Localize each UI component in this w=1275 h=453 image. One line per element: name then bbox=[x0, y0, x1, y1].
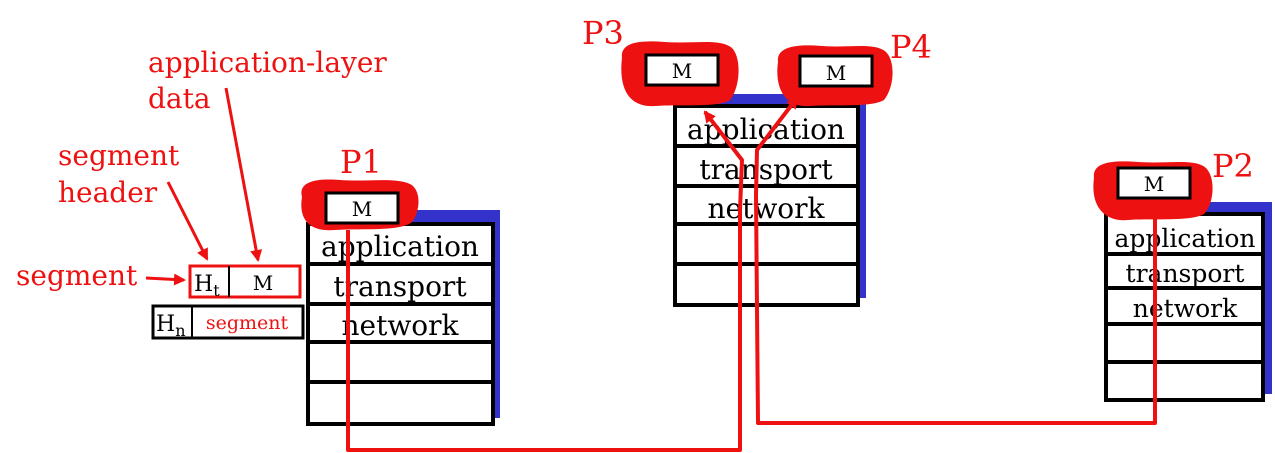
p3-message: M bbox=[672, 59, 692, 83]
annotations: application-layer data segment header se… bbox=[16, 46, 387, 292]
app-layer-data-label-line1: application-layer bbox=[148, 46, 387, 79]
socket-p4: M P4 bbox=[777, 28, 932, 107]
segment-label: segment bbox=[16, 259, 138, 292]
app-layer-data-label-line2: data bbox=[148, 82, 211, 115]
socket-p3: M P3 bbox=[582, 14, 739, 107]
p4-label: P4 bbox=[890, 28, 932, 66]
host-2-network-layer: network bbox=[1133, 294, 1238, 323]
host-1-stack: application transport network bbox=[306, 210, 500, 426]
host-3-stack: application transport network bbox=[673, 94, 866, 307]
host-1-stack-frame bbox=[306, 222, 495, 426]
host-3-network-layer: network bbox=[707, 192, 825, 225]
path-p1-to-p3 bbox=[346, 110, 744, 452]
host-1-network-layer: network bbox=[341, 309, 459, 342]
arrow-segment-header bbox=[166, 181, 209, 261]
p3-message-box bbox=[644, 53, 720, 87]
host-3-transport-layer: transport bbox=[699, 153, 833, 186]
segment-header-label-line2: header bbox=[58, 176, 158, 209]
host-2-stack-frame bbox=[1104, 212, 1265, 402]
p1-message-box bbox=[324, 191, 400, 225]
p2-message-box bbox=[1116, 166, 1192, 200]
p4-message: M bbox=[826, 61, 846, 85]
host-1-transport-layer: transport bbox=[333, 270, 467, 303]
arrow-segment bbox=[145, 273, 186, 286]
datagram-payload: segment bbox=[206, 312, 289, 334]
host-2-stack: application transport network bbox=[1104, 202, 1272, 402]
socket-p1: M P1 bbox=[301, 143, 419, 231]
segment-header-symbol: Ht bbox=[194, 272, 220, 300]
segment-header-label-line1: segment bbox=[58, 139, 180, 172]
arrow-app-data bbox=[224, 87, 263, 262]
path-p2-to-p4 bbox=[754, 96, 1157, 425]
datagram-box: Hn segment bbox=[151, 304, 305, 340]
p2-message: M bbox=[1144, 172, 1164, 196]
p1-label: P1 bbox=[340, 143, 382, 181]
p3-label: P3 bbox=[582, 14, 624, 52]
delivery-paths bbox=[346, 96, 1157, 452]
p4-message-box bbox=[798, 54, 874, 88]
datagram-box-frame bbox=[151, 304, 305, 340]
datagram-header-symbol: Hn bbox=[156, 312, 186, 340]
p1-message: M bbox=[352, 197, 372, 221]
host-1-application-layer: application bbox=[321, 230, 479, 263]
segment-box: Ht M bbox=[188, 264, 302, 300]
socket-p2: M P2 bbox=[1093, 147, 1254, 221]
segment-box-frame bbox=[188, 264, 302, 299]
segment-message: M bbox=[253, 271, 273, 295]
p2-label: P2 bbox=[1212, 147, 1254, 185]
host-2-transport-layer: transport bbox=[1126, 259, 1245, 288]
host-2-application-layer: application bbox=[1114, 224, 1255, 253]
